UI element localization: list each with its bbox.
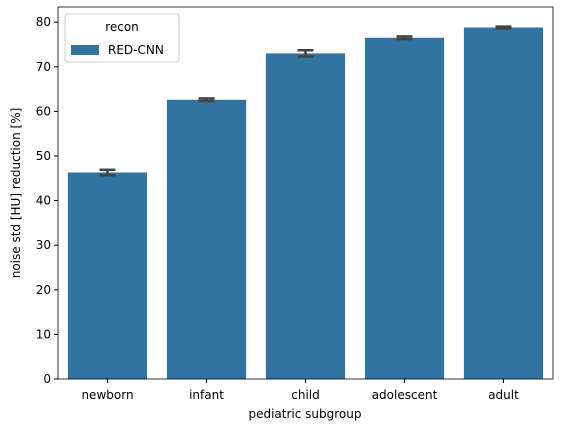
error-bar [198,97,215,103]
x-tick-label: newborn [81,388,133,402]
legend-label: RED-CNN [108,43,164,57]
bar [265,53,346,379]
x-tick-label: child [291,388,320,402]
error-bar [99,168,116,177]
y-tick-label: 30 [36,238,51,252]
y-tick-label: 10 [36,327,51,341]
x-tick-label: adult [488,388,519,402]
legend-title: recon [105,20,139,34]
y-axis-label: noise std [HU] reduction [%] [9,108,23,279]
x-tick-label: infant [189,388,224,402]
y-tick-label: 60 [36,104,51,118]
bar [463,27,544,380]
x-axis-label: pediatric subgroup [248,407,361,421]
error-bar [297,49,314,58]
bar [166,99,247,379]
y-tick-label: 80 [36,15,51,29]
error-bar [396,35,413,41]
y-tick-label: 20 [36,283,51,297]
y-tick-label: 0 [43,372,51,386]
error-bar [495,25,512,30]
x-tick-label: adolescent [372,388,438,402]
y-tick-label: 40 [36,194,51,208]
legend-swatch [71,45,99,55]
y-tick-label: 70 [36,60,51,74]
bar [364,37,445,379]
y-tick-label: 50 [36,149,51,163]
plot-frame [57,6,554,380]
bar [67,172,148,379]
